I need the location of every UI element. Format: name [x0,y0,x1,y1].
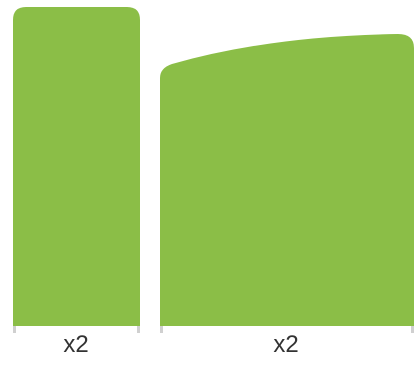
narrow-panel-foot-right [137,325,140,333]
wide-panel-quantity-label: x2 [273,331,299,358]
wide-panel-foot-right [411,325,414,333]
wide-panel [160,34,414,326]
narrow-panel-quantity-label: x2 [63,331,89,358]
wide-panel-foot-left [160,325,163,333]
narrow-panel [13,7,140,326]
narrow-panel-foot-left [13,325,16,333]
